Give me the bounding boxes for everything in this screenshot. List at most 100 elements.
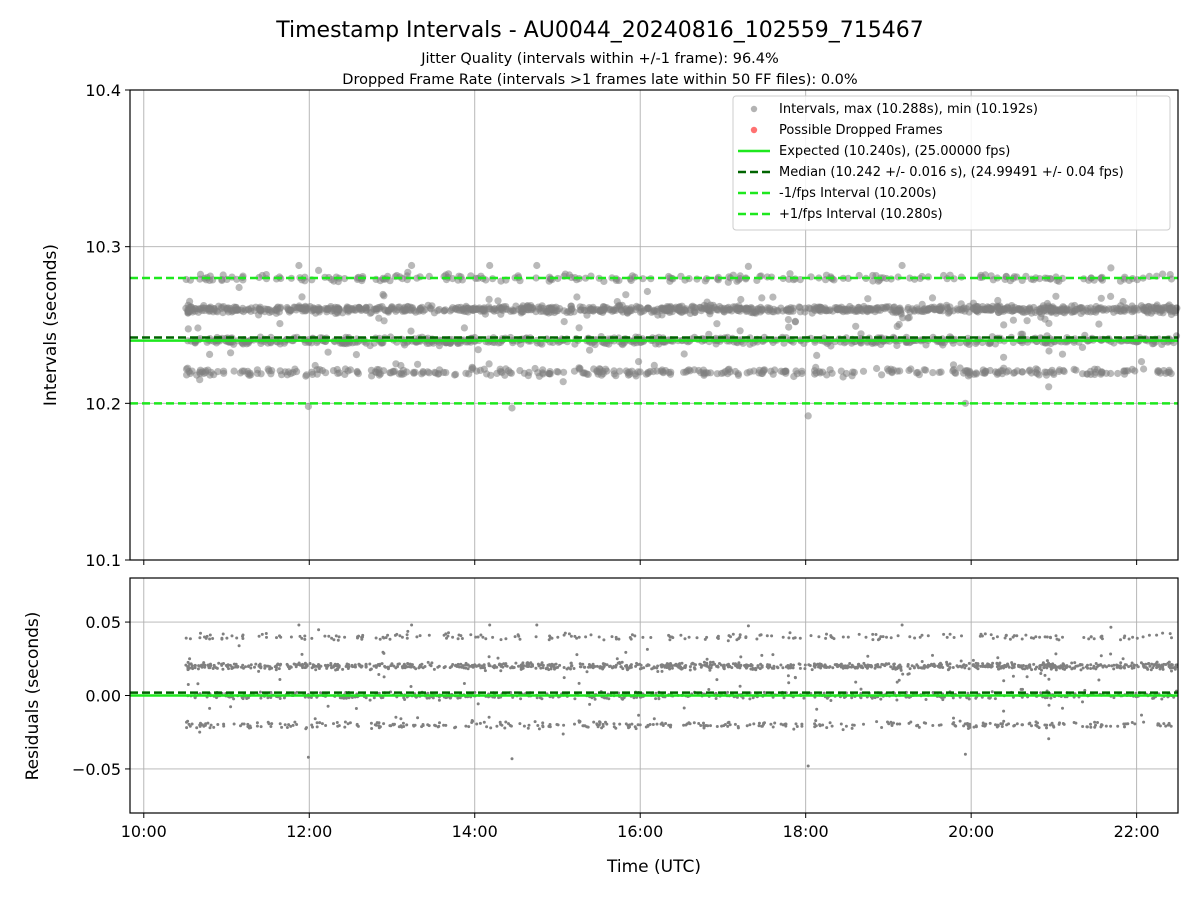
residual-point <box>981 721 985 725</box>
residual-point <box>567 632 571 636</box>
interval-point <box>500 303 508 311</box>
residual-point <box>1043 696 1047 700</box>
residual-point <box>683 665 687 668</box>
residual-point <box>983 632 987 636</box>
residual-point <box>1001 722 1004 726</box>
residual-point <box>1034 720 1038 724</box>
residual-point <box>1024 664 1028 668</box>
interval-point <box>545 370 554 378</box>
residual-point <box>311 725 314 729</box>
residuals-y-axis-label: Residuals (seconds) <box>23 612 43 781</box>
residual-point <box>208 706 212 710</box>
residual-point <box>660 721 664 725</box>
residual-point <box>519 667 523 671</box>
residual-point <box>1140 713 1143 717</box>
interval-point <box>230 367 238 375</box>
interval-point <box>922 341 930 349</box>
interval-point <box>374 304 382 312</box>
residual-point <box>629 663 633 667</box>
residual-point <box>1043 635 1047 639</box>
interval-point <box>1009 316 1018 324</box>
residual-point <box>209 664 213 668</box>
interval-point <box>1028 309 1036 317</box>
residual-point <box>1012 634 1016 638</box>
residual-point <box>584 635 588 639</box>
residual-point <box>709 660 712 664</box>
residual-point <box>300 636 304 640</box>
residual-point <box>738 666 742 670</box>
residual-point <box>1087 637 1091 641</box>
residual-point <box>519 697 523 701</box>
residual-point <box>1019 687 1023 691</box>
residual-point <box>390 663 394 667</box>
residual-point <box>588 664 592 668</box>
interval-point <box>644 304 652 313</box>
residual-point <box>824 664 828 668</box>
residual-point <box>533 720 537 724</box>
residual-point <box>221 667 225 671</box>
residual-point <box>207 666 211 670</box>
residual-point <box>762 690 766 694</box>
interval-point <box>1134 306 1142 314</box>
residual-point <box>403 698 407 701</box>
residual-point <box>963 666 967 670</box>
residual-point <box>300 652 304 656</box>
residual-point <box>185 726 189 730</box>
residual-point <box>942 632 946 636</box>
residual-point <box>635 661 638 665</box>
interval-point <box>508 404 516 412</box>
interval-point <box>1036 307 1044 315</box>
residual-point <box>460 637 464 640</box>
residual-point <box>1095 665 1099 669</box>
residual-point <box>748 697 752 701</box>
residual-point <box>736 665 739 669</box>
residual-point <box>813 725 817 729</box>
residual-point <box>208 637 212 641</box>
residual-point <box>332 638 336 642</box>
residual-point <box>634 727 638 731</box>
residual-point <box>967 667 971 671</box>
residual-point <box>428 663 432 667</box>
residual-point <box>221 632 225 636</box>
residual-point <box>520 663 524 667</box>
residual-point <box>570 664 574 668</box>
residual-point <box>544 667 548 671</box>
residual-point <box>237 644 241 648</box>
interval-point <box>878 371 886 379</box>
interval-point <box>907 365 915 373</box>
residual-point <box>738 684 742 688</box>
interval-point <box>798 369 806 378</box>
residual-point <box>1059 664 1063 668</box>
residual-point <box>702 724 706 728</box>
residual-point <box>920 633 924 637</box>
residual-point <box>1038 666 1042 670</box>
residual-point <box>975 662 979 666</box>
residual-point <box>274 668 278 672</box>
residual-point <box>1023 667 1027 671</box>
interval-point <box>643 287 652 296</box>
residual-point <box>341 667 345 671</box>
interval-point <box>769 293 777 301</box>
residual-point <box>1039 691 1043 695</box>
residual-point <box>825 726 829 730</box>
interval-point <box>1018 368 1027 376</box>
residual-point <box>306 755 310 759</box>
residual-point <box>1061 635 1064 639</box>
residual-point <box>682 706 686 710</box>
interval-point <box>763 306 771 314</box>
interval-point <box>472 274 480 282</box>
residual-point <box>1010 661 1014 665</box>
residual-point <box>1109 652 1113 656</box>
residual-point <box>1047 677 1051 681</box>
residual-point <box>1089 663 1093 667</box>
interval-point <box>414 360 422 368</box>
interval-point <box>680 368 688 376</box>
interval-point <box>1045 347 1053 355</box>
residual-point <box>204 636 208 640</box>
residual-point <box>217 661 221 665</box>
residual-point <box>655 722 659 726</box>
interval-point <box>979 303 987 311</box>
residual-point <box>347 665 350 669</box>
residual-point <box>999 666 1003 670</box>
residual-point <box>901 672 905 676</box>
